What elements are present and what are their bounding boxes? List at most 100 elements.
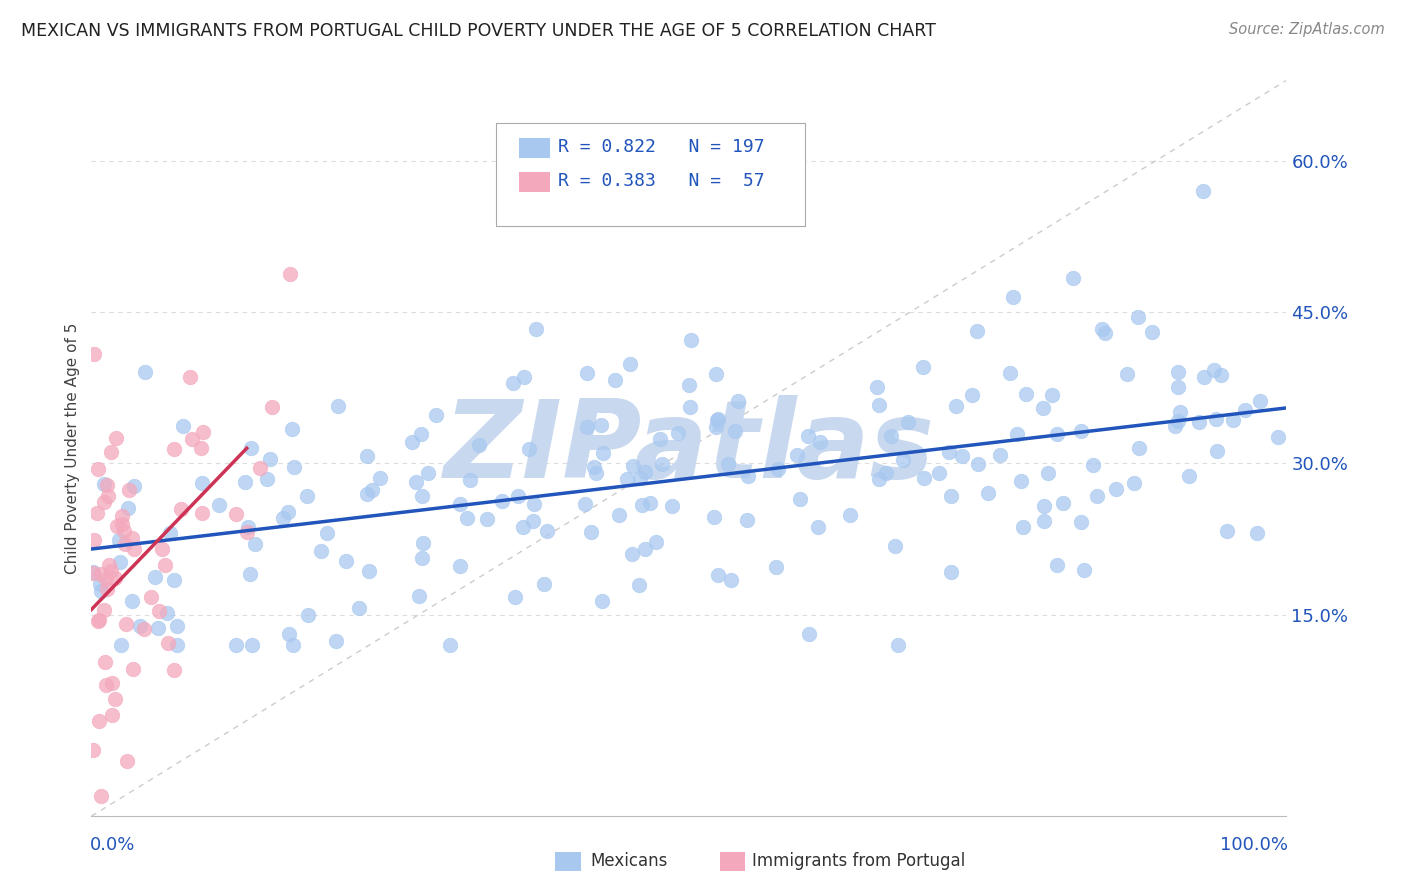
Point [104,691,127,706]
Point [720,573,742,587]
Point [89,577,111,591]
Point [1085,489,1108,503]
Point [619,357,641,371]
Point [868,398,890,412]
Point [938,445,960,459]
Point [225,638,247,652]
Point [576,419,599,434]
Point [122,479,145,493]
Point [797,429,820,443]
Point [574,497,596,511]
Point [458,473,481,487]
Point [737,469,759,483]
Point [172,419,194,434]
Point [1032,514,1054,528]
Point [1202,363,1225,377]
Point [704,368,727,382]
Point [208,498,231,512]
Point [797,627,820,641]
Point [765,559,787,574]
Point [1046,426,1069,441]
Point [249,461,271,475]
Point [146,621,169,635]
Point [928,466,950,480]
Point [335,554,357,568]
Text: 0.0%: 0.0% [90,837,135,855]
Point [82,743,104,757]
Point [1167,365,1189,379]
Text: R = 0.822   N = 197: R = 0.822 N = 197 [558,138,765,156]
Point [162,663,184,677]
Point [1094,326,1116,340]
Point [101,676,124,690]
Point [240,638,263,652]
Point [628,578,651,592]
Point [576,367,599,381]
Point [93,603,115,617]
Point [1012,520,1035,534]
Point [706,413,728,427]
Point [236,520,259,534]
Point [1267,430,1289,444]
Text: ZIPatlas: ZIPatlas [443,395,935,501]
Point [121,531,143,545]
Point [316,526,339,541]
Point [533,577,555,591]
Point [97,490,120,504]
Point [508,490,530,504]
Point [1104,483,1126,497]
Point [1010,475,1032,489]
Point [82,566,104,580]
Point [884,539,907,553]
Point [616,472,638,486]
Point [966,324,988,338]
Point [634,541,657,556]
Point [100,445,122,459]
Point [591,594,613,608]
Point [1222,413,1244,427]
Point [82,566,104,581]
Point [628,471,651,485]
Point [411,550,433,565]
Point [1115,368,1137,382]
Point [678,378,700,392]
Point [1040,388,1063,402]
Point [129,619,152,633]
Point [112,524,135,538]
Point [808,434,831,449]
Point [891,453,914,467]
Point [807,520,830,534]
Point [939,566,962,580]
Point [768,461,790,475]
Point [634,465,657,479]
Point [243,537,266,551]
Point [150,541,173,556]
Point [111,509,134,524]
Point [998,367,1021,381]
Point [1163,418,1185,433]
Point [1123,476,1146,491]
Point [235,525,257,540]
Text: 100.0%: 100.0% [1219,837,1288,855]
Point [651,458,673,472]
Point [1188,415,1211,429]
Point [735,513,758,527]
Point [945,400,967,414]
Point [605,374,627,388]
Point [104,571,127,585]
Point [159,525,181,540]
Point [108,533,131,548]
Point [87,462,110,476]
Point [1046,558,1069,573]
Point [1073,563,1095,577]
Point [988,448,1011,462]
Point [83,533,105,548]
Point [166,619,188,633]
Point [94,655,117,669]
Y-axis label: Child Poverty Under the Age of 5: Child Poverty Under the Age of 5 [65,323,80,574]
Point [191,506,214,520]
Point [1126,310,1149,325]
Point [108,555,131,569]
Point [356,449,378,463]
Point [1062,271,1084,285]
